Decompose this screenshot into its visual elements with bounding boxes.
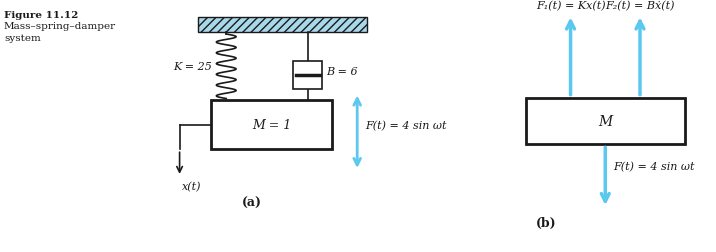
Text: F₁(t) = Kx(t): F₁(t) = Kx(t) [536,1,605,12]
Text: F₂(t) = Bẋ(t): F₂(t) = Bẋ(t) [605,1,674,12]
Text: (a): (a) [242,197,262,209]
Text: system: system [4,34,41,43]
Text: Figure 11.12: Figure 11.12 [4,11,78,19]
Bar [211,101,332,150]
Text: Mass–spring–damper: Mass–spring–damper [4,22,116,31]
Text: K = 25: K = 25 [173,62,213,72]
Bar [526,98,684,145]
Text: F(t) = 4 sin ωt: F(t) = 4 sin ωt [613,161,695,171]
Text: (b): (b) [536,216,556,229]
Text: M = 1: M = 1 [252,119,291,132]
Text: x(t): x(t) [182,181,201,191]
Text: B = 6: B = 6 [326,67,358,77]
Bar [198,18,367,33]
Text: M: M [598,115,612,129]
Text: F(t) = 4 sin ωt: F(t) = 4 sin ωt [365,120,447,131]
Bar [293,62,322,89]
